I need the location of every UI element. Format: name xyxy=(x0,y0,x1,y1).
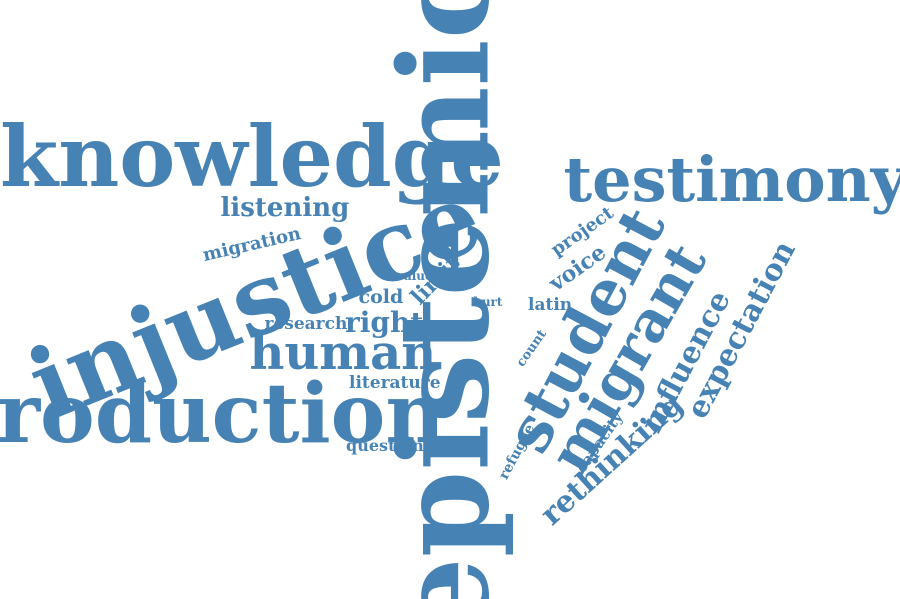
word-value: value xyxy=(397,269,433,283)
word-cold: cold xyxy=(358,285,404,308)
word-literature: literature xyxy=(349,372,441,393)
word-testimony: testimony xyxy=(563,143,900,216)
word-question: question xyxy=(346,436,424,455)
word-research: research xyxy=(264,313,348,334)
word-production: production xyxy=(0,366,445,462)
word-latin: latin xyxy=(528,294,573,315)
word-right: right xyxy=(345,306,424,339)
word-listening: listening xyxy=(220,193,350,223)
word-kurt: kurt xyxy=(473,295,503,309)
word-knowledge: knowledge xyxy=(0,107,504,206)
word-human: human xyxy=(249,325,437,381)
